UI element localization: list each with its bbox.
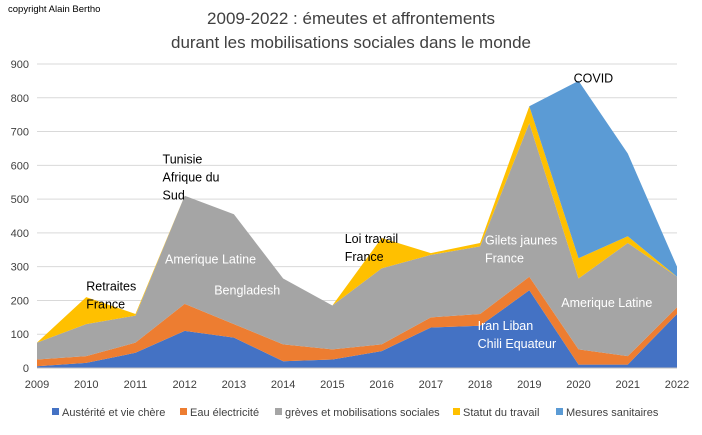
copyright-text: copyright Alain Bertho xyxy=(8,4,101,15)
legend-label: Austérité et vie chère xyxy=(62,407,165,419)
y-tick-label: 900 xyxy=(11,59,29,71)
series-area-3 xyxy=(37,106,677,343)
y-tick-label: 0 xyxy=(23,363,29,375)
legend-swatch xyxy=(453,408,460,415)
y-tick-label: 700 xyxy=(11,127,29,139)
x-tick-label: 2021 xyxy=(616,379,640,391)
annotation-label: Retraites France xyxy=(86,279,136,311)
legend-label: Statut du travail xyxy=(463,407,539,419)
x-tick-label: 2010 xyxy=(74,379,98,391)
annotation-label: Loi travail France xyxy=(345,232,399,264)
annotation-label: Bengladesh xyxy=(214,283,280,297)
series-area-1 xyxy=(37,276,677,367)
y-tick-label: 300 xyxy=(11,262,29,274)
annotation-label: Gilets jaunes France xyxy=(485,234,557,266)
x-tick-label: 2017 xyxy=(419,379,443,391)
annotation-label: Iran Liban Chili Equateur xyxy=(478,319,557,351)
annotation-label: COVID xyxy=(574,72,614,86)
x-tick-label: 2009 xyxy=(25,379,49,391)
x-tick-label: 2011 xyxy=(124,379,148,391)
legend-swatch xyxy=(275,408,282,415)
x-tick-label: 2016 xyxy=(369,379,393,391)
x-tick-label: 2020 xyxy=(566,379,590,391)
chart-title-line-2: durant les mobilisations sociales dans l… xyxy=(170,33,532,52)
annotation-label: Amerique Latine xyxy=(165,252,256,266)
legend-label: Eau électricité xyxy=(190,407,259,419)
series-area-0 xyxy=(37,290,677,368)
legend-swatch xyxy=(180,408,187,415)
x-tick-label: 2019 xyxy=(517,379,541,391)
chart-title-line-1: 2009-2022 : émeutes et affrontements xyxy=(207,9,495,28)
x-tick-label: 2013 xyxy=(222,379,246,391)
legend-swatch xyxy=(556,408,563,415)
legend-label: grèves et mobilisations sociales xyxy=(285,407,440,419)
y-tick-label: 400 xyxy=(11,228,29,240)
annotation-label: Amerique Latine xyxy=(561,296,652,310)
x-tick-label: 2022 xyxy=(665,379,689,391)
y-tick-label: 600 xyxy=(11,160,29,172)
legend-swatch xyxy=(52,408,59,415)
legend-label: Mesures sanitaires xyxy=(566,407,659,419)
x-tick-label: 2012 xyxy=(172,379,196,391)
x-tick-label: 2014 xyxy=(271,379,295,391)
series-area-2 xyxy=(37,123,677,360)
y-tick-label: 800 xyxy=(11,93,29,105)
y-tick-label: 200 xyxy=(11,295,29,307)
x-tick-label: 2015 xyxy=(320,379,344,391)
x-tick-label: 2018 xyxy=(468,379,492,391)
y-tick-label: 500 xyxy=(11,194,29,206)
annotation-label: Tunisie Afrique du Sud xyxy=(163,153,220,203)
y-tick-label: 100 xyxy=(11,329,29,341)
